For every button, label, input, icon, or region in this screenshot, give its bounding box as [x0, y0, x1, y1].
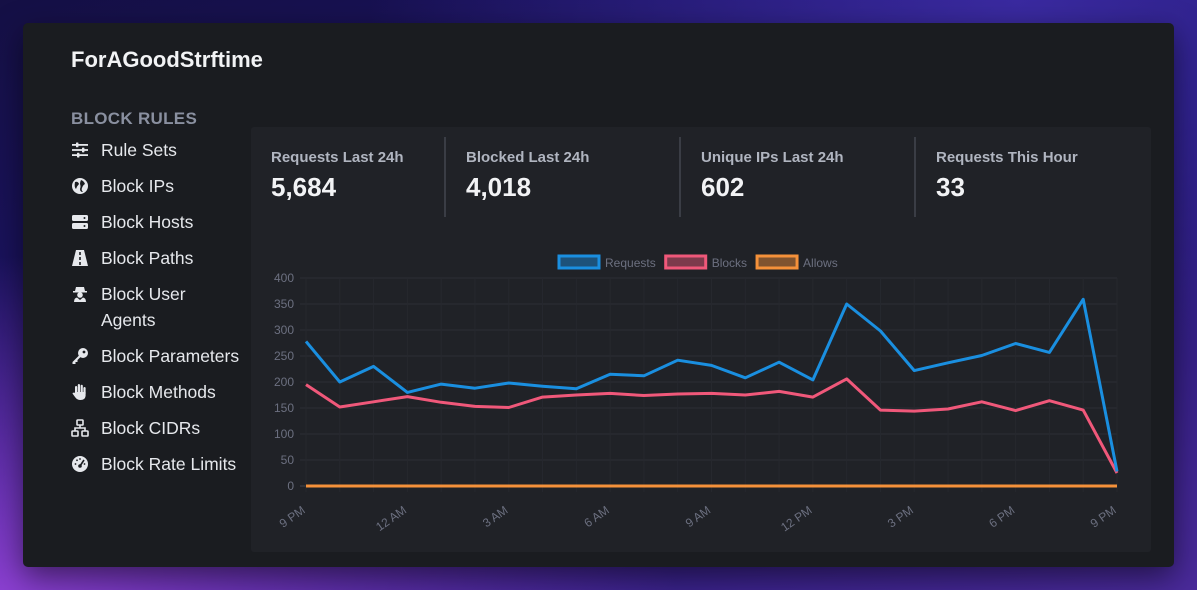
stat-value: 33: [936, 172, 965, 202]
sidebar-item-block-hosts[interactable]: Block Hosts: [71, 209, 241, 235]
sidebar-item-block-parameters[interactable]: Block Parameters: [71, 343, 241, 369]
stat-blocked-24h: Blocked Last 24h 4,018: [446, 137, 681, 217]
sidebar-item-label: Block IPs: [101, 176, 174, 196]
section-title: BLOCK RULES: [71, 109, 198, 128]
network-icon: [71, 415, 101, 441]
traffic-line-chart: 0 50 100 150 200 250 300 350 400 9 PM 12 AM 3 AM 6 A…: [274, 254, 1119, 534]
chart-area: 0 50 100 150 200 250 300 350 400 9 PM 12 AM 3 AM 6 A…: [251, 227, 1151, 552]
stat-label: Requests Last 24h: [271, 149, 404, 166]
sidebar-item-label: Block Paths: [101, 248, 194, 268]
globe-icon: [71, 173, 101, 199]
sidebar-item-block-ips[interactable]: Block IPs: [71, 173, 241, 199]
brand-title[interactable]: ForAGoodStrftime: [71, 47, 263, 72]
legend-label-blocks: Blocks: [712, 256, 747, 270]
legend-swatch-allows: [755, 254, 799, 270]
y-tick-label: 200: [274, 375, 294, 389]
sidebar-item-label: Block Methods: [101, 382, 216, 402]
stat-label: Blocked Last 24h: [466, 149, 590, 166]
sidebar-item-label: Block Hosts: [101, 212, 194, 232]
y-tick-label: 250: [274, 349, 294, 363]
sidebar-item-block-paths[interactable]: Block Paths: [71, 245, 241, 271]
sidebar: BLOCK RULES Rule Sets Block IPs Block Ho…: [71, 109, 241, 487]
app-window: ForAGoodStrftime BLOCK RULES Rule Sets B…: [23, 23, 1174, 567]
stat-value: 4,018: [466, 172, 532, 202]
sidebar-item-block-cidrs[interactable]: Block CIDRs: [71, 415, 241, 441]
sidebar-item-label: Block CIDRs: [101, 418, 201, 438]
key-icon: [71, 343, 101, 369]
sidebar-item-label: Block Rate Limits: [101, 454, 237, 474]
gauge-icon: [71, 451, 101, 477]
x-tick-label: 3 AM: [480, 503, 510, 530]
sidebar-item-block-rate-limits[interactable]: Block Rate Limits: [71, 451, 241, 477]
series-line-requests: [304, 297, 1119, 472]
y-tick-label: 350: [274, 297, 294, 311]
y-tick-label: 400: [274, 271, 294, 285]
x-tick-label: 12 AM: [373, 503, 409, 534]
stat-label: Requests This Hour: [936, 149, 1078, 166]
x-tick-label: 6 AM: [581, 503, 611, 530]
sidebar-item-rule-sets[interactable]: Rule Sets: [71, 137, 241, 163]
stat-value: 602: [701, 172, 745, 202]
sidebar-item-label: Block Parameters: [101, 346, 240, 366]
y-tick-label: 100: [274, 427, 294, 441]
legend-swatch-blocks: [664, 254, 708, 270]
y-tick-label: 300: [274, 323, 294, 337]
sidebar-item-block-methods[interactable]: Block Methods: [71, 379, 241, 405]
stats-row: Requests Last 24h 5,684 Blocked Last 24h…: [251, 127, 1151, 227]
stat-requests-24h: Requests Last 24h 5,684: [251, 137, 446, 217]
x-tick-label: 9 PM: [1088, 503, 1119, 531]
y-tick-label: 50: [281, 453, 295, 467]
y-tick-label: 0: [287, 479, 294, 493]
road-icon: [71, 245, 101, 271]
x-tick-label: 3 PM: [885, 503, 916, 531]
stat-label: Unique IPs Last 24h: [701, 149, 844, 166]
user-secret-icon: [71, 281, 101, 307]
legend-label-allows: Allows: [803, 256, 838, 270]
sidebar-item-block-user-agents[interactable]: Block User Agents: [71, 281, 241, 333]
x-tick-label: 9 AM: [683, 503, 713, 530]
hand-icon: [71, 379, 101, 405]
y-tick-label: 150: [274, 401, 294, 415]
stat-requests-hour: Requests This Hour 33: [916, 137, 1151, 217]
stat-unique-ips-24h: Unique IPs Last 24h 602: [681, 137, 916, 217]
series-line-blocks: [305, 377, 1119, 474]
stat-value: 5,684: [271, 172, 337, 202]
server-icon: [71, 209, 101, 235]
legend-swatch-requests: [557, 254, 601, 270]
dashboard-panel: Requests Last 24h 5,684 Blocked Last 24h…: [251, 127, 1151, 552]
x-tick-label: 12 PM: [778, 503, 814, 534]
sidebar-item-label: Rule Sets: [101, 140, 177, 160]
sliders-icon: [71, 137, 101, 163]
x-tick-label: 9 PM: [277, 503, 308, 531]
legend-label-requests: Requests: [605, 256, 656, 270]
x-tick-label: 6 PM: [986, 503, 1017, 531]
sidebar-item-label: Block User Agents: [101, 284, 186, 330]
